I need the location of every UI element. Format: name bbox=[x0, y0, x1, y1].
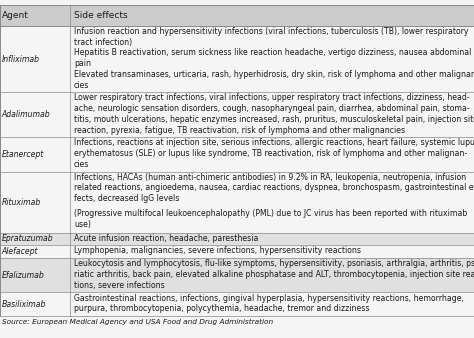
Text: Side effects: Side effects bbox=[74, 11, 128, 20]
Text: Infliximab: Infliximab bbox=[2, 55, 40, 64]
Text: reaction, pyrexia, fatigue, TB reactivation, risk of lymphoma and other malignan: reaction, pyrexia, fatigue, TB reactivat… bbox=[74, 125, 405, 135]
Text: Rituximab: Rituximab bbox=[2, 198, 41, 207]
FancyBboxPatch shape bbox=[0, 172, 474, 233]
Text: Epratuzumab: Epratuzumab bbox=[2, 235, 54, 243]
Text: Etanercept: Etanercept bbox=[2, 150, 44, 159]
Text: Basiliximab: Basiliximab bbox=[2, 300, 46, 309]
Text: use): use) bbox=[74, 220, 91, 229]
Text: riatic arthritis, back pain, elevated alkaline phosphatase and ALT, thrombocytop: riatic arthritis, back pain, elevated al… bbox=[74, 270, 474, 279]
Text: fects, decreased IgG levels: fects, decreased IgG levels bbox=[74, 194, 179, 203]
Text: tions, severe infections: tions, severe infections bbox=[74, 281, 164, 290]
Text: titis, mouth ulcerations, hepatic enzymes increased, rash, pruritus, musculoskel: titis, mouth ulcerations, hepatic enzyme… bbox=[74, 115, 474, 124]
Text: Elevated transaminases, urticaria, rash, hyperhidrosis, dry skin, risk of lympho: Elevated transaminases, urticaria, rash,… bbox=[74, 70, 474, 79]
Text: Infusion reaction and hypersensitivity infections (viral infections, tuberculosi: Infusion reaction and hypersensitivity i… bbox=[74, 27, 468, 36]
Text: (Progressive multifocal leukoencephalopathy (PML) due to JC virus has been repor: (Progressive multifocal leukoencephalopa… bbox=[74, 209, 467, 218]
Text: Efalizumab: Efalizumab bbox=[2, 271, 45, 280]
Text: purpura, thrombocytopenia, polycythemia, headache, tremor and dizziness: purpura, thrombocytopenia, polycythemia,… bbox=[74, 304, 369, 313]
FancyBboxPatch shape bbox=[0, 233, 474, 245]
Text: pain: pain bbox=[74, 59, 91, 68]
Text: Lymphopenia, malignancies, severe infections, hypersensitivity reactions: Lymphopenia, malignancies, severe infect… bbox=[74, 246, 361, 256]
Text: cies: cies bbox=[74, 160, 89, 169]
Text: Alefacept: Alefacept bbox=[2, 247, 38, 256]
FancyBboxPatch shape bbox=[0, 292, 474, 316]
Text: Hepatitis B reactivation, serum sickness like reaction headache, vertigo dizzine: Hepatitis B reactivation, serum sickness… bbox=[74, 48, 471, 57]
FancyBboxPatch shape bbox=[0, 92, 474, 137]
FancyBboxPatch shape bbox=[0, 245, 474, 258]
Text: Leukocytosis and lymphocytosis, flu-like symptoms, hypersensitivity, psoriasis, : Leukocytosis and lymphocytosis, flu-like… bbox=[74, 259, 474, 268]
Text: Infections, reactions at injection site, serious infections, allergic reactions,: Infections, reactions at injection site,… bbox=[74, 138, 474, 147]
Text: ache, neurologic sensation disorders, cough, nasopharyngeal pain, diarrhea, abdo: ache, neurologic sensation disorders, co… bbox=[74, 104, 470, 113]
Text: Infections, HACAs (human anti-chimeric antibodies) in 9.2% in RA, leukopenia, ne: Infections, HACAs (human anti-chimeric a… bbox=[74, 173, 466, 182]
Text: Source: European Medical Agency and USA Food and Drug Administration: Source: European Medical Agency and USA … bbox=[2, 319, 273, 325]
Text: Adalimumab: Adalimumab bbox=[2, 110, 51, 119]
Text: cies: cies bbox=[74, 80, 89, 90]
Text: tract infection): tract infection) bbox=[74, 38, 132, 47]
FancyBboxPatch shape bbox=[0, 137, 474, 172]
FancyBboxPatch shape bbox=[0, 26, 474, 92]
Text: Agent: Agent bbox=[2, 11, 29, 20]
Text: erythematosus (SLE) or lupus like syndrome, TB reactivation, risk of lymphoma an: erythematosus (SLE) or lupus like syndro… bbox=[74, 149, 467, 158]
Text: Lower respiratory tract infections, viral infections, upper respiratory tract in: Lower respiratory tract infections, vira… bbox=[74, 93, 470, 102]
FancyBboxPatch shape bbox=[0, 5, 474, 26]
Text: Acute infusion reaction, headache, paresthesia: Acute infusion reaction, headache, pares… bbox=[74, 234, 258, 243]
FancyBboxPatch shape bbox=[0, 258, 474, 292]
Text: Gastrointestinal reactions, infections, gingival hyperplasia, hypersensitivity r: Gastrointestinal reactions, infections, … bbox=[74, 294, 464, 303]
Text: related reactions, angioedema, nausea, cardiac reactions, dyspnea, bronchospasm,: related reactions, angioedema, nausea, c… bbox=[74, 183, 474, 192]
